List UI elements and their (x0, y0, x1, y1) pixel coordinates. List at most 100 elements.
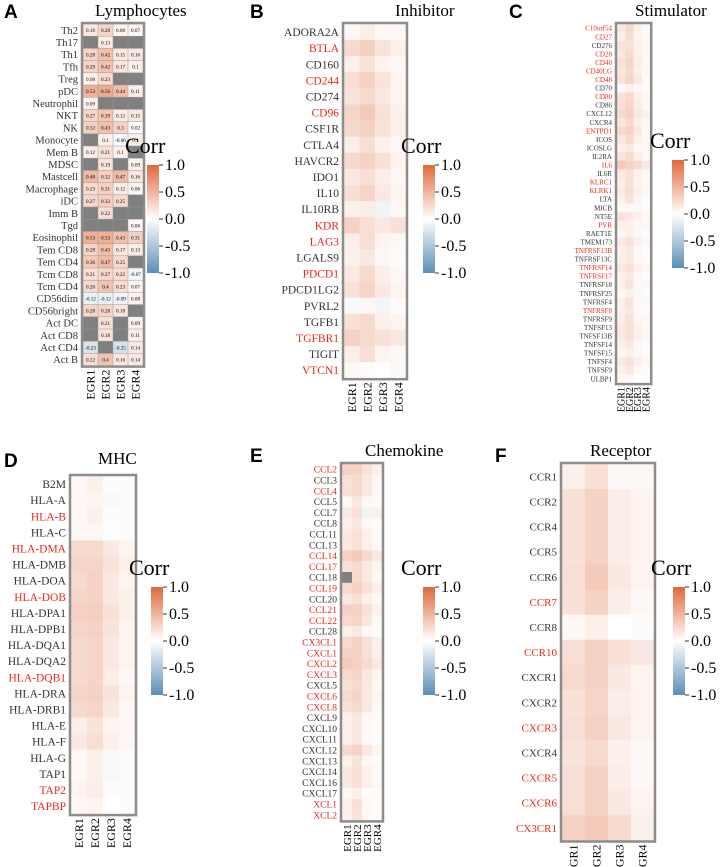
heatmap-cell (641, 280, 651, 290)
heatmap-cell (103, 798, 120, 815)
row-label: CTLA4 (303, 140, 339, 152)
row-label: CXCR4 (522, 748, 558, 760)
row-label: IL6 (602, 162, 613, 170)
heatmap-cell (119, 476, 136, 493)
heatmap-cell (87, 620, 104, 638)
heatmap-cell (344, 120, 360, 137)
colorbar (423, 165, 435, 273)
heatmap-cell (375, 329, 391, 347)
heatmap-cell (342, 680, 353, 692)
heatmap-cell (71, 637, 88, 654)
heatmap-cell (617, 195, 626, 204)
heatmap-frame (559, 461, 657, 843)
heatmap-cell (375, 40, 391, 57)
heatmap-cell (375, 104, 391, 121)
heatmap-cell (585, 815, 609, 841)
row-label: HLA-DOB (14, 592, 66, 604)
heatmap-cell (375, 24, 391, 41)
colorbar-tick-label: -0.5 (691, 660, 716, 677)
colorbar-tick-label: 0.0 (165, 211, 185, 228)
row-label: ICOSLG (587, 144, 612, 152)
heatmap-cell (375, 56, 391, 73)
row-label: CCL7 (314, 509, 337, 519)
panel-b: B Inhibitor ADORA2A BTLA CD160 CD244 CD274 CD96… (250, 1, 466, 412)
row-label: CXCL10 (302, 725, 337, 735)
heatmap-cell (71, 540, 88, 557)
heatmap-cell (633, 323, 643, 333)
heatmap-cell (362, 604, 373, 616)
cell-value-label: 0.13 (101, 40, 110, 46)
cell-value-label: 0.09 (131, 162, 140, 168)
heatmap-cell (344, 104, 360, 121)
heatmap-cell (625, 32, 634, 42)
heatmap-cell (372, 518, 383, 530)
heatmap-cell (352, 809, 363, 821)
row-label: TAPBP (31, 801, 66, 813)
cell-value-label: 0.16 (86, 28, 95, 34)
heatmap-cell (625, 100, 634, 110)
heatmap-cell (127, 35, 144, 49)
row-label: TNFSF15 (584, 350, 613, 358)
heatmap-cell (359, 265, 376, 282)
heatmap-cell (103, 588, 120, 606)
heatmap-cell (103, 492, 120, 509)
row-label: CX3CL1 (302, 639, 337, 649)
heatmap-cell (352, 593, 363, 605)
row-label: CXCL3 (307, 671, 337, 681)
cell-value-label: -0.12 (85, 297, 96, 303)
colorbar-tick-label: 0.0 (691, 633, 711, 650)
heatmap-cell (585, 639, 609, 666)
row-label: CCR2 (529, 497, 557, 509)
heatmap-cell (617, 32, 626, 42)
heatmap-cell (372, 647, 383, 659)
heatmap-cell (617, 24, 626, 33)
row-label: HLA-DMA (12, 543, 67, 555)
cell-value-label: 0.18 (101, 333, 110, 339)
colorbar-tick-label: 1.0 (691, 579, 711, 596)
panel-a: A Lymphocytes 0.16 0.28 0.08 0.07 0.13 0.28 0.42… (4, 1, 190, 400)
heatmap-cell (342, 485, 353, 497)
row-label: CXCR5 (522, 773, 558, 785)
heatmap-cell (617, 254, 626, 264)
heatmap-cell (87, 653, 104, 670)
row-label: HLA-DPB1 (10, 624, 66, 636)
heatmap-cell (87, 637, 104, 654)
column-label: EGR4 (120, 818, 134, 848)
heatmap-cell (641, 118, 651, 127)
row-label: Tcm CD8 (37, 270, 78, 281)
heatmap-cell (342, 518, 353, 530)
heatmap-cell (342, 809, 353, 821)
column-label: EGR3 (114, 370, 128, 400)
cell-value-label: 0.22 (116, 272, 125, 278)
heatmap-cell (585, 614, 609, 640)
heatmap-cell (97, 218, 114, 232)
row-label: CD80 (595, 93, 612, 101)
heatmap-cell (103, 524, 120, 541)
column-label: EGR2 (99, 370, 113, 400)
row-label: TNFSF13B (579, 333, 612, 341)
heatmap-cell (71, 781, 88, 799)
cell-value-label: 0.07 (131, 28, 140, 34)
heatmap-cell (562, 689, 586, 716)
heatmap-cell (625, 24, 634, 33)
cell-value-label: 0.25 (116, 260, 125, 266)
heatmap-cell (359, 217, 376, 234)
cell-value-label: 0.32 (86, 126, 95, 132)
row-label: Th1 (61, 50, 78, 61)
heatmap-cell (641, 169, 651, 179)
heatmap-cell (625, 92, 634, 102)
heatmap-cell (344, 313, 360, 331)
row-label: CCR4 (529, 522, 557, 534)
cell-value-label: 0.28 (101, 28, 110, 34)
heatmap-cell (617, 280, 626, 290)
heatmap-cell (633, 186, 643, 196)
heatmap-cell (342, 528, 353, 540)
heatmap-cell (641, 314, 651, 324)
heatmap-cell (625, 169, 634, 179)
cell-value-label: 0.22 (101, 211, 110, 217)
heatmap-cell (608, 489, 632, 515)
heatmap-cell (631, 765, 655, 791)
row-label: TGFB1 (304, 317, 339, 329)
colorbar-tick-label: 1.0 (169, 579, 189, 596)
row-label: CD56dim (37, 294, 78, 305)
